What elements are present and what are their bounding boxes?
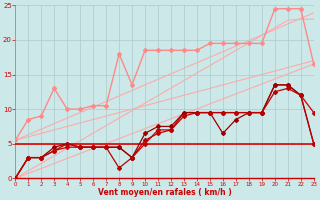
X-axis label: Vent moyen/en rafales ( km/h ): Vent moyen/en rafales ( km/h ) [98,188,231,197]
